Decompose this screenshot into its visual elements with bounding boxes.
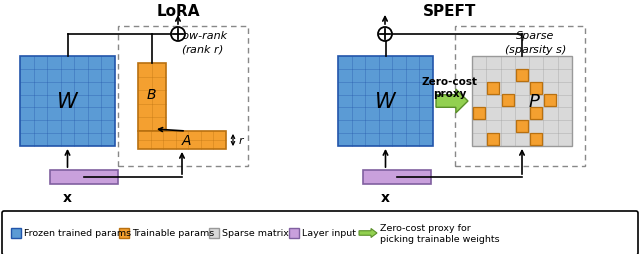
Text: LoRA: LoRA	[156, 4, 200, 19]
Text: $r$: $r$	[238, 135, 245, 146]
Text: $\mathbf{x}$: $\mathbf{x}$	[62, 190, 73, 204]
Text: $A$: $A$	[180, 133, 192, 147]
Text: Sparse
(sparsity $s$): Sparse (sparsity $s$)	[504, 31, 567, 57]
Bar	[545, 95, 556, 107]
Text: Sparse matrix: Sparse matrix	[222, 229, 289, 237]
Bar	[118, 27, 248, 166]
Bar	[363, 170, 431, 184]
Bar	[455, 27, 585, 166]
Bar	[472, 57, 572, 146]
FancyArrow shape	[359, 229, 377, 237]
Text: $\mathbf{x}$: $\mathbf{x}$	[380, 190, 391, 204]
Text: Zero-cost proxy for
picking trainable weights: Zero-cost proxy for picking trainable we…	[380, 223, 500, 243]
Text: Trainable params: Trainable params	[132, 229, 214, 237]
Text: Layer input: Layer input	[302, 229, 356, 237]
Bar	[487, 82, 499, 94]
Text: Low-rank
(rank $r$): Low-rank (rank $r$)	[177, 31, 228, 56]
Bar	[138, 64, 166, 132]
Bar	[209, 228, 219, 238]
Circle shape	[171, 28, 185, 42]
Bar	[516, 121, 528, 133]
Bar	[11, 228, 21, 238]
Circle shape	[378, 28, 392, 42]
Bar	[516, 69, 528, 81]
Text: Zero-cost
proxy: Zero-cost proxy	[422, 77, 478, 99]
Bar	[119, 228, 129, 238]
Bar	[487, 133, 499, 146]
Bar	[530, 133, 542, 146]
Bar	[138, 132, 226, 149]
Text: $P$: $P$	[527, 93, 540, 110]
Bar	[473, 108, 485, 120]
Text: $W$: $W$	[56, 92, 79, 112]
FancyArrow shape	[436, 90, 468, 114]
Bar	[502, 95, 513, 107]
Text: $B$: $B$	[146, 87, 156, 101]
Text: $W$: $W$	[374, 92, 397, 112]
Bar	[530, 108, 542, 120]
Text: Frozen trained params: Frozen trained params	[24, 229, 131, 237]
FancyBboxPatch shape	[2, 211, 638, 254]
Text: SPEFT: SPEFT	[423, 4, 477, 19]
Bar	[20, 57, 115, 146]
Bar	[289, 228, 299, 238]
Bar	[338, 57, 433, 146]
Bar	[530, 82, 542, 94]
Bar	[50, 170, 118, 184]
